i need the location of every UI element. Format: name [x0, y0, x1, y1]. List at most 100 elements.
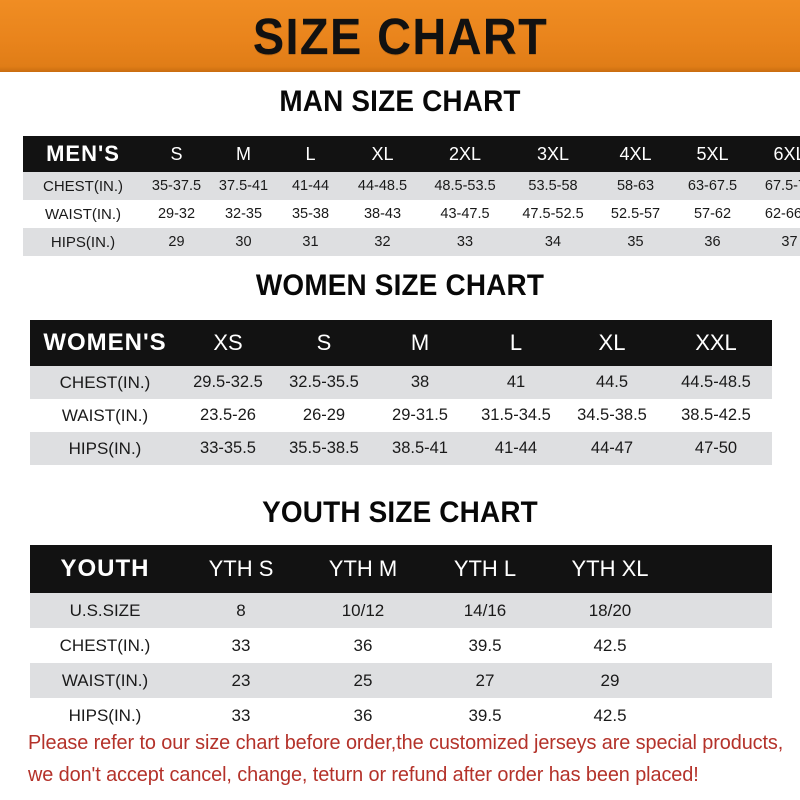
table-cell: 44-48.5 — [357, 178, 408, 194]
table-cell: 39.5 — [468, 635, 502, 655]
youth-col-header: YTH M — [302, 545, 424, 593]
youth-row-label: U.S.SIZE — [69, 600, 141, 620]
women-corner-label: WOMEN'S — [30, 320, 180, 366]
table-cell: 35-38 — [291, 206, 330, 222]
man-table-header-row: MEN'S S M L XL 2XL 3XL 4XL 5XL 6XL — [23, 136, 800, 172]
women-size-table: WOMEN'S XS S M L XL XXL CHEST(IN.) 29.5-… — [30, 320, 772, 465]
table-cell: 36 — [704, 234, 721, 250]
table-cell: 33 — [231, 635, 251, 655]
man-col-header: M — [210, 136, 277, 172]
man-col-header: 6XL — [751, 136, 800, 172]
table-cell: 31.5-34.5 — [481, 406, 551, 424]
table-row: CHEST(IN.) 33 36 39.5 42.5 — [30, 628, 772, 663]
table-cell: 34.5-38.5 — [577, 406, 647, 424]
table-cell: 53.5-58 — [528, 178, 578, 194]
table-cell: 67.5-72 — [764, 178, 800, 194]
youth-section-title: YOUTH SIZE CHART — [262, 496, 538, 529]
women-table-header-row: WOMEN'S XS S M L XL XXL — [30, 320, 772, 366]
table-cell: 36 — [353, 705, 373, 725]
footer-note-line-1: Please refer to our size chart before or… — [28, 731, 784, 754]
table-cell: 23.5-26 — [200, 406, 256, 424]
table-cell: 37.5-41 — [218, 178, 269, 194]
table-cell: 47.5-52.5 — [522, 206, 584, 222]
table-cell: 32-35 — [224, 206, 263, 222]
man-col-header: 4XL — [597, 136, 674, 172]
row-filler — [674, 698, 772, 733]
table-cell: 32.5-35.5 — [289, 373, 359, 391]
table-cell: 39.5 — [468, 705, 502, 725]
table-row: WAIST(IN.) 23.5-26 26-29 29-31.5 31.5-34… — [30, 399, 772, 432]
youth-col-header: YTH L — [424, 545, 546, 593]
table-cell: 29-31.5 — [392, 406, 448, 424]
table-cell: 35-37.5 — [151, 178, 202, 194]
man-col-header: 5XL — [674, 136, 751, 172]
women-row-label: CHEST(IN.) — [59, 372, 151, 392]
row-filler — [674, 628, 772, 663]
page-banner: SIZE CHART — [0, 0, 800, 72]
table-cell: 57-62 — [693, 206, 732, 222]
table-cell: 30 — [235, 234, 252, 250]
table-row: CHEST(IN.) 29.5-32.5 32.5-35.5 38 41 44.… — [30, 366, 772, 399]
man-col-header: XL — [344, 136, 421, 172]
youth-corner-label: YOUTH — [30, 545, 180, 593]
youth-row-label: HIPS(IN.) — [68, 705, 142, 725]
women-col-header: M — [372, 320, 468, 366]
youth-col-header: YTH XL — [546, 545, 674, 593]
footer-note: Please refer to our size chart before or… — [28, 727, 784, 791]
women-col-header: XL — [564, 320, 660, 366]
row-filler — [674, 593, 772, 628]
women-row-label: HIPS(IN.) — [68, 438, 142, 458]
man-row-label: HIPS(IN.) — [50, 233, 116, 251]
table-cell: 35.5-38.5 — [289, 439, 359, 457]
table-cell: 41 — [506, 373, 526, 391]
table-cell: 27 — [475, 670, 495, 690]
footer-note-line-2: we don't accept cancel, change, teturn o… — [28, 763, 699, 786]
table-cell: 52.5-57 — [610, 206, 661, 222]
table-cell: 33 — [456, 234, 474, 250]
table-row: HIPS(IN.) 29 30 31 32 33 34 35 36 37 — [23, 228, 800, 256]
table-row: HIPS(IN.) 33-35.5 35.5-38.5 38.5-41 41-4… — [30, 432, 772, 465]
table-cell: 31 — [302, 234, 319, 250]
table-cell: 25 — [353, 670, 373, 690]
table-cell: 41-44 — [291, 178, 330, 194]
table-cell: 29.5-32.5 — [193, 373, 263, 391]
man-col-header: 2XL — [421, 136, 509, 172]
table-cell: 35 — [627, 234, 644, 250]
table-row: WAIST(IN.) 23 25 27 29 — [30, 663, 772, 698]
table-cell: 32 — [374, 234, 391, 250]
women-col-header: XXL — [660, 320, 772, 366]
man-col-header: S — [143, 136, 210, 172]
table-cell: 18/20 — [588, 600, 632, 620]
table-cell: 63-67.5 — [687, 178, 738, 194]
table-cell: 34 — [544, 234, 562, 250]
table-cell: 44.5 — [595, 373, 629, 391]
man-row-label: CHEST(IN.) — [43, 177, 123, 195]
table-cell: 58-63 — [616, 178, 655, 194]
man-row-label: WAIST(IN.) — [44, 205, 122, 223]
table-cell: 43-47.5 — [440, 206, 490, 222]
youth-row-label: CHEST(IN.) — [59, 635, 151, 655]
man-col-header: 3XL — [509, 136, 597, 172]
table-cell: 8 — [236, 600, 246, 620]
man-corner-label: MEN'S — [23, 136, 143, 172]
page-title: SIZE CHART — [252, 7, 548, 65]
table-row: U.S.SIZE 8 10/12 14/16 18/20 — [30, 593, 772, 628]
women-col-header: S — [276, 320, 372, 366]
table-cell: 47-50 — [694, 439, 738, 457]
youth-col-header: YTH S — [180, 545, 302, 593]
table-cell: 10/12 — [341, 600, 385, 620]
table-cell: 41-44 — [494, 439, 538, 457]
table-row: WAIST(IN.) 29-32 32-35 35-38 38-43 43-47… — [23, 200, 800, 228]
youth-table-header-row: YOUTH YTH S YTH M YTH L YTH XL — [30, 545, 772, 593]
row-filler — [674, 663, 772, 698]
man-size-table: MEN'S S M L XL 2XL 3XL 4XL 5XL 6XL CHEST… — [23, 136, 800, 256]
table-cell: 37 — [781, 234, 798, 250]
table-cell: 36 — [353, 635, 373, 655]
man-col-header: L — [277, 136, 344, 172]
women-col-header: L — [468, 320, 564, 366]
women-col-header: XS — [180, 320, 276, 366]
table-cell: 44.5-48.5 — [681, 373, 751, 391]
table-cell: 33-35.5 — [200, 439, 256, 457]
youth-header-filler — [674, 545, 772, 593]
table-cell: 33 — [231, 705, 251, 725]
